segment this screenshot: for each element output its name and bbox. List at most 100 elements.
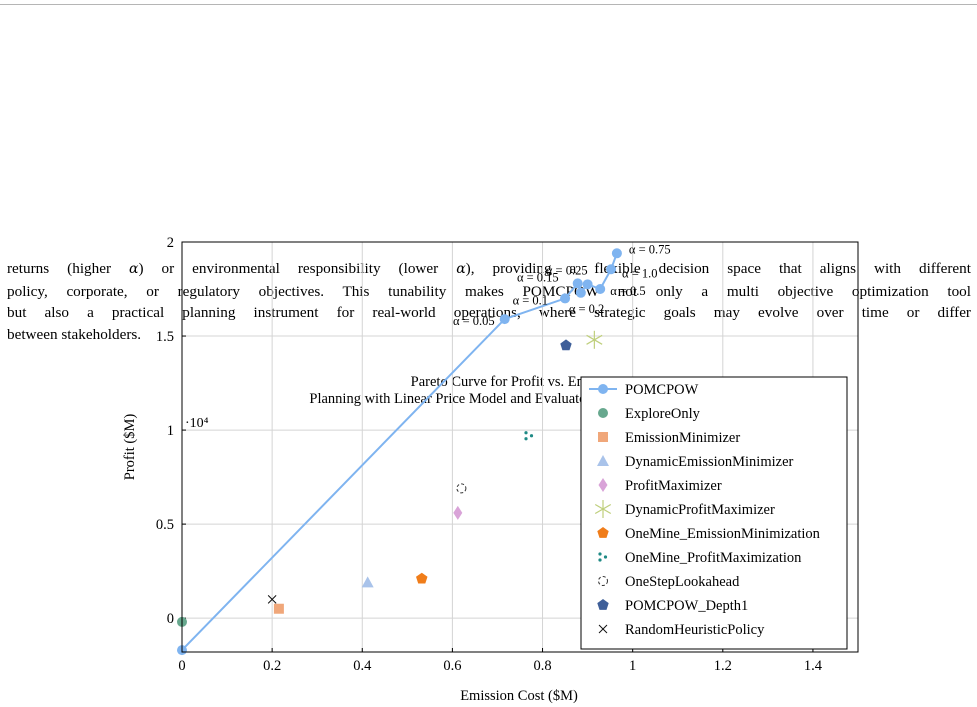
legend-label: ExploreOnly [625,406,701,422]
y-multiplier: ·10⁴ [185,416,209,431]
legend-marker-onemine-profitmaximization-shape [598,558,602,562]
y-tick-label: 0.5 [156,517,174,533]
legend-marker-onesteplookahead [598,576,608,586]
onemine-emissionminimization-point [416,572,428,584]
alpha-symbol: α [456,261,466,277]
pomcpow-point-shape [582,279,593,290]
legend-marker-dynamicprofitmaximizer-shape [594,503,612,515]
axis-ticks: 0 0.2 0.4 0.6 0.8 1 1.2 1.4 0 0.5 1 1.5 2 [156,235,823,674]
dynamicprofitmaximizer-point-shape [586,334,603,345]
alpha-label: α = 0.75 [629,242,671,256]
chart-title: Pareto Curve for Profit vs. Emissions [411,374,628,390]
alpha-symbol: α [129,261,139,277]
onemine-profitmaximization-point-shape [529,434,534,438]
legend-marker-onemine-profitmaximization-shape [598,552,602,556]
alpha-label: α = 0.25 [546,263,588,277]
pomcpow-point [499,314,510,325]
legend-label: RandomHeuristicPolicy [625,622,765,638]
legend-marker-onemine-profitmaximization-shape [603,555,608,559]
emissionminimizer-point [273,603,284,614]
legend-marker-dynamicprofitmaximizer [594,500,612,518]
pomcpow-point [606,264,617,275]
legend-label: OneMine_EmissionMinimization [625,526,821,542]
legend-marker-pomcpow [598,384,608,394]
x-tick-label: 1.2 [714,658,732,674]
alpha-label: α = 0.15 [517,270,559,284]
legend-marker-profitmaximizer-shape [598,478,608,492]
onemine-profitmaximization-point [524,431,534,441]
legend-marker-dynamicemissionminimizer [597,455,609,466]
legend-marker-onemine-profitmaximization [598,552,608,562]
pomcpow-point [611,248,622,259]
alpha-annotations: α = 0.05 α = 0.1 α = 0.15α = 0.25 α = 0.2 α … [453,242,671,328]
legend: POMCPOW ExploreOnly EmissionMinimizer Dynam… [580,376,848,650]
alpha-label: α = 0.05 [453,314,495,328]
pomcpow-depth1-point-shape [560,339,572,351]
paragraph-line-2: policy, corporate, or regulatory objecti… [7,282,971,300]
pomcpow-point [582,279,593,290]
pomcpow-point [560,293,571,304]
onemine-emissionminimization-point-shape [416,572,428,584]
paragraph-text: returns (higher [7,260,130,277]
y-tick-label: 2 [167,235,174,251]
x-axis-label: Emission Cost ($M) [460,688,578,704]
pomcpow-point-shape [595,284,606,295]
legend-label: POMCPOW_Depth1 [625,598,748,614]
legend-marker-emissionminimizer [598,432,608,442]
x-tick-label: 0.4 [353,658,372,674]
profitmaximizer-point-shape [453,505,463,520]
legend-marker-dynamicemissionminimizer-shape [597,455,609,466]
dynamicemissionminimizer-point [361,576,374,588]
legend-marker-onemine-emissionminimization [597,527,609,538]
paragraph-text: ) or environmental responsibility (lower [138,260,457,277]
legend-marker-pomcpow-depth1-shape [597,599,609,610]
paragraph-line-4: between stakeholders. [7,325,142,343]
onemine-profitmaximization-point-shape [524,437,528,441]
top-divider [0,4,977,5]
pomcpow-depth1-point [560,339,572,351]
legend-box [580,376,848,650]
profitmaximizer-point [453,505,463,520]
pomcpow-point [575,287,586,298]
body-paragraph: returns (higher α) or environmental resp… [7,258,971,345]
alpha-label: α = 0.2 [569,302,604,316]
pomcpow-point-shape [560,293,571,304]
legend-label: OneMine_ProfitMaximization [625,550,802,566]
randomheuristicpolicy-point [267,594,277,604]
x-tick-label: 0.8 [533,658,551,674]
pomcpow-point [595,284,606,295]
legend-label: POMCPOW [625,382,699,398]
dynamicemissionminimizer-point-shape [361,576,374,588]
legend-marker-randomheuristicpolicy-shape [598,624,608,634]
legend-label: DynamicEmissionMinimizer [625,454,794,470]
y-axis-label: Profit ($M) [122,414,138,481]
pomcpow-point-shape [572,278,583,289]
y-tick-label: 1 [167,423,174,439]
pomcpow-point-shape [575,287,586,298]
legend-marker-exploreonly [598,408,608,418]
paragraph-text: ), providing a flexible decision space t… [465,260,971,277]
alpha-label: α = 1.0 [622,266,657,280]
pomcpow-point-shape [611,248,622,259]
y-tick-label: 0 [167,611,174,627]
legend-label: ProfitMaximizer [625,478,722,494]
legend-marker-pomcpow-depth1 [597,599,609,610]
legend-marker-emissionminimizer-shape [598,432,608,442]
onesteplookahead-point [456,483,467,494]
legend-marker-randomheuristicpolicy [598,624,608,634]
paragraph-line-1: returns (higher α) or environmental resp… [7,258,971,281]
y-tick-label: 1.5 [156,329,174,345]
x-tick-label: 0.6 [443,658,461,674]
legend-marker-exploreonly-shape [598,408,608,418]
x-tick-label: 1 [629,658,636,674]
x-tick-label: 0.2 [263,658,281,674]
paragraph-line-3: but also a practical planning instrument… [7,304,971,321]
pomcpow-point-shape [606,264,617,275]
legend-marker-pomcpow-shape [598,384,608,394]
alpha-label: α = 0.5 [610,284,645,298]
pomcpow-point [572,278,583,289]
legend-label: DynamicProfitMaximizer [625,502,775,518]
pomcpow-line [181,252,618,651]
emissionminimizer-point-shape [273,603,284,614]
